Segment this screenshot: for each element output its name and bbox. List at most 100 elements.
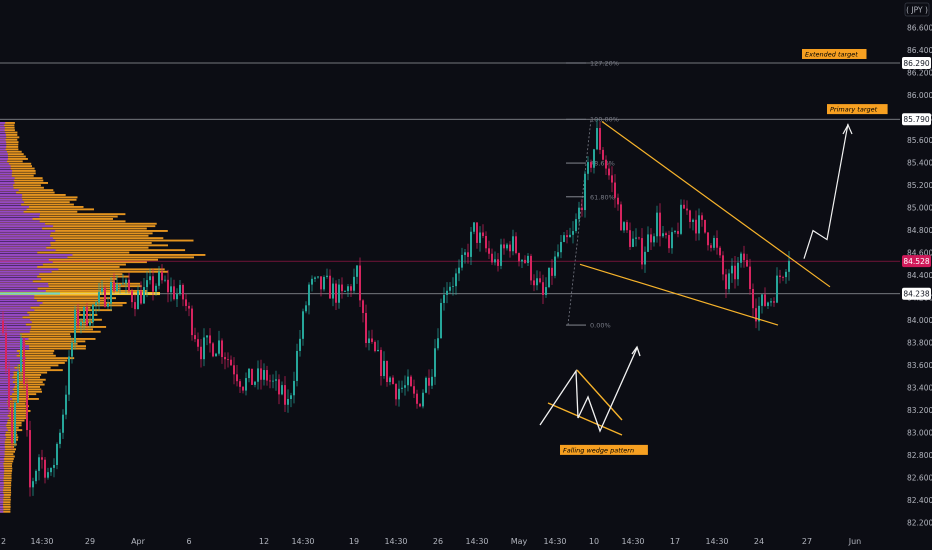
volume-profile-bar — [0, 342, 26, 345]
candle-body — [197, 339, 199, 347]
candle-body — [677, 231, 679, 234]
candle-body — [605, 159, 607, 169]
candle-body — [584, 173, 586, 211]
volume-profile-bar — [0, 155, 8, 158]
volume-profile-bar — [0, 450, 15, 453]
volume-profile-bar — [0, 402, 8, 405]
volume-profile-bar — [0, 412, 27, 415]
candle-body — [410, 376, 412, 387]
candle-body — [527, 255, 529, 263]
time-tick-label: 12 — [259, 537, 269, 546]
volume-profile-bar — [0, 330, 101, 333]
volume-profile-bar — [0, 489, 11, 492]
candle-body — [347, 286, 349, 292]
volume-profile-bar — [0, 477, 4, 480]
projection-arrowhead — [842, 123, 853, 135]
candle-body — [179, 284, 181, 294]
volume-profile-bar — [0, 484, 12, 487]
candle-body — [671, 232, 673, 249]
volume-profile-bar — [0, 186, 44, 189]
volume-profile-bar — [0, 494, 11, 496]
candle-body — [731, 265, 733, 274]
volume-profile-bar — [0, 249, 56, 252]
volume-profile-bar — [0, 376, 13, 379]
volume-profile-bar — [0, 136, 20, 139]
price-tick-label: 85.000 — [907, 204, 932, 213]
volume-profile-bar — [0, 465, 12, 468]
volume-profile-bar — [0, 458, 14, 460]
candle-body — [461, 254, 463, 268]
candle-body — [473, 222, 475, 232]
candle-body — [545, 287, 547, 295]
volume-profile-bar — [0, 242, 152, 244]
candle-body — [599, 128, 601, 150]
volume-profile-bar — [0, 170, 36, 172]
candle-body — [14, 402, 16, 444]
volume-profile-bar — [0, 448, 16, 451]
volume-profile-bar — [0, 266, 120, 268]
price-badge-label: 84.528 — [903, 257, 929, 266]
volume-profile-bar — [0, 148, 19, 151]
annotation-box — [802, 48, 867, 59]
volume-profile-bar — [0, 318, 31, 321]
candle-body — [113, 281, 115, 292]
volume-profile-bar — [0, 426, 19, 429]
candle-body — [221, 340, 223, 358]
candle-body — [524, 259, 526, 263]
candle-body — [659, 212, 661, 237]
candle-body — [134, 302, 136, 310]
volume-profile-bar — [0, 273, 40, 276]
volume-profile-bar — [0, 376, 40, 379]
volume-profile-bar — [0, 294, 35, 297]
volume-profile-bar — [0, 431, 6, 434]
volume-profile-bar — [0, 174, 12, 177]
volume-profile-bar — [0, 422, 22, 424]
annotation-label: Extended target — [805, 50, 858, 58]
candle-body — [350, 286, 352, 291]
candle-body — [779, 275, 781, 277]
candle-body — [575, 219, 577, 232]
price-tick-label: 84.400 — [907, 271, 932, 280]
volume-profile-bar — [0, 232, 51, 235]
candle-body — [218, 340, 220, 354]
candle-body — [47, 472, 49, 478]
volume-profile-bar — [0, 297, 116, 300]
time-tick-label: 6 — [186, 537, 191, 546]
volume-profile-bar — [0, 206, 84, 208]
volume-profile-bar — [0, 347, 30, 350]
candle-body — [452, 286, 454, 287]
volume-profile-bar — [0, 198, 77, 201]
volume-profile-bar — [0, 335, 71, 338]
time-tick-label: 27 — [802, 537, 812, 546]
candle-body — [23, 338, 25, 385]
volume-profile-bar — [0, 417, 28, 420]
candle-body — [365, 313, 367, 344]
candle-body — [470, 231, 472, 257]
volume-profile-bar — [0, 366, 51, 369]
volume-profile-bar — [0, 251, 38, 254]
volume-profile-bar — [0, 162, 32, 165]
candle-body — [161, 271, 163, 281]
price-tick-label: 83.800 — [907, 339, 932, 348]
candle-body — [479, 232, 481, 243]
price-tick-label: 82.600 — [907, 474, 932, 483]
volume-profile-bar — [0, 237, 53, 240]
volume-profile-bar — [0, 369, 63, 372]
time-axis[interactable]: 2 14:30 29 Apr 6 12 14:30 19 14:30 26 14:30 May 14:3… — [1, 537, 861, 546]
volume-profile-bar — [0, 160, 23, 163]
annotation-box — [827, 104, 888, 115]
price-axis[interactable]: 82.200 82.400 82.600 82.800 83.000 83.200 83.4… — [902, 24, 932, 528]
time-tick-label: Apr — [131, 537, 146, 546]
candle-body — [416, 393, 418, 404]
volume-profile-bar — [0, 453, 5, 456]
candle-body — [422, 392, 424, 407]
volume-profile-bar — [0, 290, 148, 292]
candlesticks — [2, 119, 790, 497]
volume-profile-bar — [0, 491, 4, 494]
volume-profile-bar — [0, 230, 168, 232]
volume-profile-bar — [0, 458, 4, 460]
candle-body — [701, 215, 703, 220]
candle-body — [83, 306, 85, 322]
volume-profile-bar — [0, 354, 56, 357]
